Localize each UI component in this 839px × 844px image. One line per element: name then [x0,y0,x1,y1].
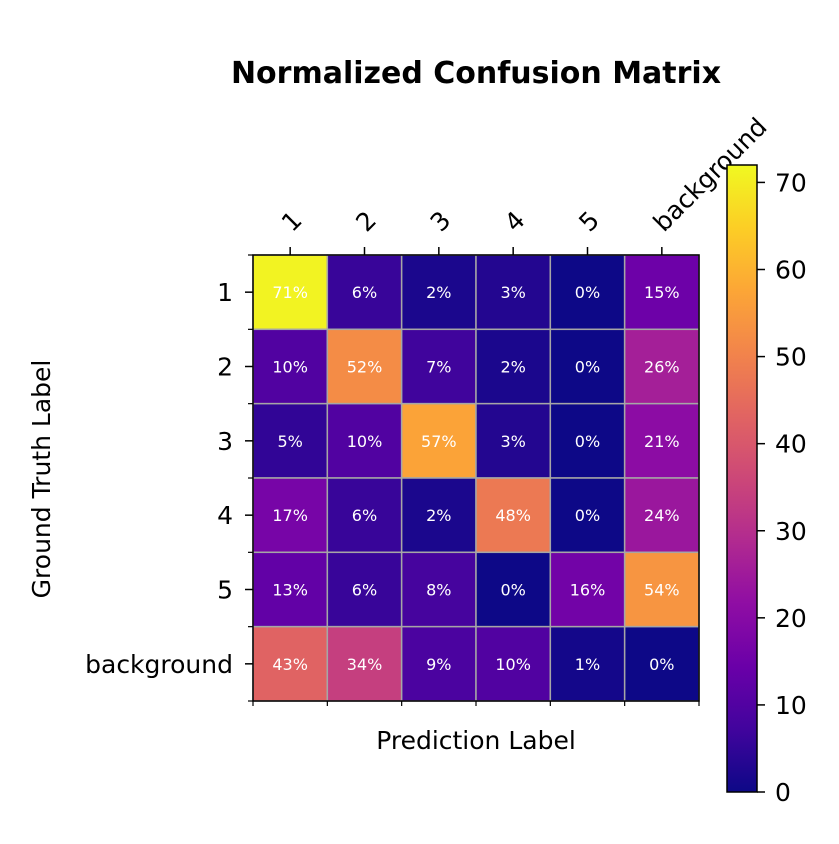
cell-value-label: 5% [277,432,302,451]
cell-value-label: 48% [495,506,531,525]
colorbar-tick-label: 50 [775,343,807,372]
heatmap-cell [549,402,626,479]
y-axis-label: Ground Truth Label [27,360,56,599]
cell-value-label: 10% [495,655,531,674]
heatmap-cell [475,477,552,554]
colorbar: 0 10 20 30 40 50 60 70 [726,164,807,807]
cell-value-label: 9% [426,655,451,674]
heatmap-cell [623,625,700,702]
cell-value-label: 6% [352,283,377,302]
cell-value-label: 54% [644,581,680,600]
chart-title: Normalized Confusion Matrix [231,56,721,91]
y-tick-label: 1 [217,278,233,307]
heatmap-cell [252,477,329,554]
cell-value-label: 6% [352,506,377,525]
heatmap-cell [326,254,403,331]
colorbar-tick-label: 70 [775,168,807,197]
cell-value-label: 0% [575,432,600,451]
cell-value-label: 24% [644,506,680,525]
x-tick-label: 1 [276,205,308,237]
cell-value-label: 8% [426,581,451,600]
cell-value-label: 6% [352,581,377,600]
cell-value-label: 2% [426,283,451,302]
heatmap-cell [549,477,626,554]
x-tick-label: 4 [499,205,531,237]
cell-value-label: 52% [347,358,383,377]
cell-value-label: 13% [272,581,308,600]
y-tick-label: 2 [217,353,233,382]
colorbar-gradient [726,164,758,793]
colorbar-tick-label: 10 [775,691,807,720]
x-tick-label: 3 [425,205,457,237]
colorbar-tick-label: 40 [775,430,807,459]
cell-value-label: 34% [347,655,383,674]
cell-value-label: 71% [272,283,308,302]
colorbar-tick-label: 0 [775,778,791,807]
cell-value-label: 15% [644,283,680,302]
x-tick-label: 5 [573,205,605,237]
cell-value-label: 0% [575,506,600,525]
heatmap-cell [326,328,403,405]
heatmap-cell [326,477,403,554]
heatmap-cell [475,328,552,405]
y-tick-label: 3 [217,427,233,456]
x-tick-label: 2 [350,205,382,237]
cell-value-label: 10% [347,432,383,451]
cell-value-label: 3% [500,432,525,451]
x-axis-label: Prediction Label [376,726,576,755]
cell-value-label: 0% [649,655,674,674]
y-axis-ticks: 1 2 3 4 5 background [85,254,253,702]
heatmap-cell [475,551,552,628]
cell-value-label: 2% [426,506,451,525]
y-tick-label: 5 [217,576,233,605]
heatmap-cell [326,402,403,479]
colorbar-tick-label: 20 [775,604,807,633]
cell-value-label: 26% [644,358,680,377]
heatmap-cell [549,551,626,628]
cell-value-label: 3% [500,283,525,302]
heatmap-cells: 71% 6% 2% 3% 0% 15% 10% 52% 7% 2% 0% 26% 5% 10% 57% 3% 0… [252,254,700,702]
cell-value-label: 10% [272,358,308,377]
y-tick-label: 4 [217,501,233,530]
colorbar-tick-label: 60 [775,256,807,285]
cell-value-label: 0% [575,283,600,302]
cell-value-label: 16% [570,581,606,600]
y-tick-label: background [85,650,233,679]
cell-value-label: 2% [500,358,525,377]
cell-value-label: 17% [272,506,308,525]
cell-value-label: 43% [272,655,308,674]
cell-value-label: 7% [426,358,451,377]
cell-value-label: 21% [644,432,680,451]
heatmap-cell [623,328,700,405]
heatmap-cell [623,402,700,479]
cell-value-label: 0% [575,358,600,377]
cell-value-label: 57% [421,432,457,451]
colorbar-tick-label: 30 [775,517,807,546]
cell-value-label: 0% [500,581,525,600]
cell-value-label: 1% [575,655,600,674]
heatmap-cell [400,551,477,628]
heatmap-cell [252,625,329,702]
heatmap-cell [475,402,552,479]
heatmap-cell [400,477,477,554]
heatmap-cell [252,254,329,331]
heatmap-cell [623,254,700,331]
